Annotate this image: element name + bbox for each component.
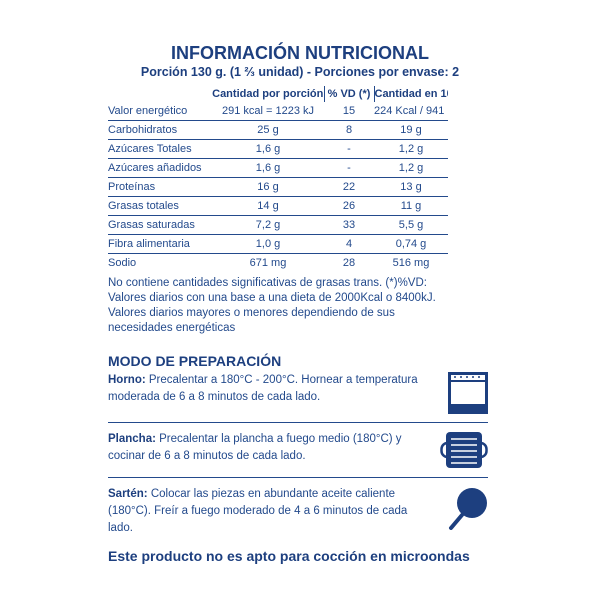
per-100g-value: 0,74 g xyxy=(374,234,448,254)
nutrient-name: Fibra alimentaria xyxy=(108,234,212,254)
nutrient-name: Sodio xyxy=(108,257,137,269)
nutrition-notes: No contiene cantidades significativas de… xyxy=(108,277,436,334)
step-text: Colocar las piezas en abundante aceite c… xyxy=(108,488,408,534)
per-100g-value: 224 Kcal / 941 kJ xyxy=(374,102,448,121)
nutrient-name: Proteínas xyxy=(108,177,212,197)
nutrient-name: Carbohidratos xyxy=(108,120,212,140)
step-oven-row: Horno: Precalentar a 180°C - 200°C. Horn… xyxy=(108,370,488,420)
table-row: Valor energético 291 kcal = 1223 kJ 15 224 … xyxy=(108,102,448,121)
table-row: Proteínas 16 g 22 13 g xyxy=(108,177,448,197)
vd-value: - xyxy=(324,158,374,178)
step-label: Plancha: xyxy=(108,433,156,445)
step-pan-row: Sartén: Colocar las piezas en abundante … xyxy=(108,484,488,543)
nutrition-table: Cantidad por porción % VD (*) Cantidad e… xyxy=(108,86,448,272)
per-100g-value: 1,2 g xyxy=(374,158,448,178)
table-row: Azúcares añadidos 1,6 g -1,2 g xyxy=(108,158,448,178)
nutrient-name: Valor energético xyxy=(108,102,212,121)
step-pan: Sartén: Colocar las piezas en abundante … xyxy=(108,486,428,537)
table-row: Carbohidratos 25 g 8 19 g xyxy=(108,120,448,140)
table-row: Grasas totales 14 g 26 11 g xyxy=(108,196,448,216)
per-100g-value: 11 g xyxy=(374,196,448,216)
table-row: Grasas saturadas 7,2 g 33 5,5 g xyxy=(108,215,448,235)
per-100g-value: 1,2 g xyxy=(374,139,448,159)
step-text: Precalentar la plancha a fuego medio (18… xyxy=(108,433,402,462)
page-title: INFORMACIÓN NUTRICIONAL xyxy=(171,43,429,63)
content: Cantidad por porción % VD (*) Cantidad e… xyxy=(108,86,488,565)
table-row: Fibra alimentaria 1,0 g 4 0,74 g xyxy=(108,234,448,254)
nutrient-name: Grasas saturadas xyxy=(108,215,212,235)
vd-value: 26 xyxy=(324,196,374,216)
vd-value: 33 xyxy=(324,215,374,235)
table-row: Sodio 671 mg 28 516 mg xyxy=(108,254,448,273)
vd-value: 4 xyxy=(324,234,374,254)
table-header: Cantidad por porción % VD (*) Cantidad e… xyxy=(108,86,448,102)
microwave-warning: Este producto no es apto para cocción en… xyxy=(108,548,470,564)
per-100g-value: 516 mg xyxy=(392,257,430,269)
header-per-100g: Cantidad en 100g xyxy=(373,86,448,102)
per-serving-value: 7,2 g xyxy=(212,215,324,235)
vd-value: 8 xyxy=(324,120,374,140)
griddle-icon xyxy=(440,432,488,468)
per-100g-value: 5,5 g xyxy=(374,215,448,235)
serving-info: Porción 130 g. (1 ⅔ unidad) - Porciones … xyxy=(140,65,460,79)
step-label: Sartén: xyxy=(108,488,148,500)
per-100g-value: 13 g xyxy=(374,177,448,197)
per-serving-value: 25 g xyxy=(212,120,324,140)
per-serving-value: 1,6 g xyxy=(212,158,324,178)
table-row: Azúcares Totales 1,6 g -1,2 g xyxy=(108,139,448,159)
nutrient-name: Azúcares Totales xyxy=(108,139,212,159)
frying-pan-icon xyxy=(449,488,487,530)
vd-value: 22 xyxy=(324,177,374,197)
divider xyxy=(108,422,488,423)
vd-value: - xyxy=(324,139,374,159)
step-griddle: Plancha: Precalentar la plancha a fuego … xyxy=(108,431,428,465)
preparation-title: MODO DE PREPARACIÓN xyxy=(108,353,282,369)
step-oven: Horno: Precalentar a 180°C - 200°C. Horn… xyxy=(108,372,428,406)
per-serving-value: 1,0 g xyxy=(212,234,324,254)
per-serving-value: 1,6 g xyxy=(212,139,324,159)
nutrient-name: Azúcares añadidos xyxy=(108,158,212,178)
vd-value: 28 xyxy=(342,257,356,269)
per-serving-value: 16 g xyxy=(212,177,324,197)
per-serving-value: 291 kcal = 1223 kJ xyxy=(212,102,324,121)
per-serving-value: 671 mg xyxy=(249,257,287,269)
step-text: Precalentar a 180°C - 200°C. Hornear a t… xyxy=(108,374,418,403)
per-serving-value: 14 g xyxy=(212,196,324,216)
vd-value: 15 xyxy=(324,102,374,121)
divider xyxy=(108,477,488,478)
header-vd: % VD (*) xyxy=(323,86,374,102)
step-griddle-row: Plancha: Precalentar la plancha a fuego … xyxy=(108,429,488,475)
header-per-serving: Cantidad por porción xyxy=(212,88,324,100)
step-label: Horno: xyxy=(108,374,146,386)
per-100g-value: 19 g xyxy=(374,120,448,140)
oven-icon xyxy=(448,372,488,414)
nutrient-name: Grasas totales xyxy=(108,196,212,216)
header-blank xyxy=(108,86,212,102)
